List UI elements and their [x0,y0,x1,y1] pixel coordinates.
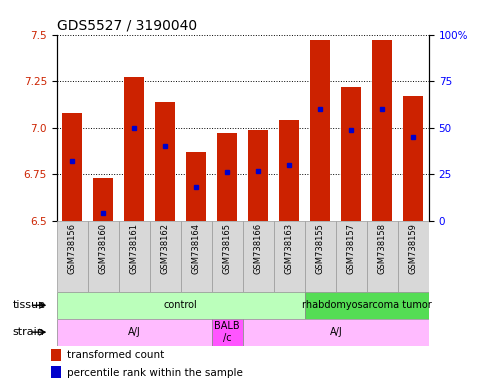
Bar [403,96,423,221]
Text: GSM738161: GSM738161 [130,223,139,274]
Bar [186,152,207,221]
Bar [212,319,243,346]
Bar [336,221,367,292]
Text: BALB
/c: BALB /c [214,321,240,343]
Bar [217,133,237,221]
Bar [181,221,212,292]
Bar [243,221,274,292]
Bar [310,40,330,221]
Text: percentile rank within the sample: percentile rank within the sample [67,367,243,377]
Bar [212,221,243,292]
Bar [150,221,181,292]
Text: GSM738165: GSM738165 [223,223,232,274]
Text: tissue: tissue [12,300,45,310]
Bar [51,349,61,361]
Bar [57,221,88,292]
Bar [248,129,268,221]
Text: strain: strain [12,327,44,337]
Bar [279,120,299,221]
Text: control: control [164,300,198,310]
Bar [88,221,119,292]
Bar [57,319,212,346]
Bar [305,292,429,319]
Text: GSM738160: GSM738160 [99,223,108,274]
Text: GSM738166: GSM738166 [254,223,263,274]
Text: GSM738164: GSM738164 [192,223,201,274]
Text: GSM738163: GSM738163 [285,223,294,274]
Text: GSM738159: GSM738159 [409,223,418,274]
Text: rhabdomyosarcoma tumor: rhabdomyosarcoma tumor [302,300,432,310]
Bar [93,178,113,221]
Text: GDS5527 / 3190040: GDS5527 / 3190040 [57,18,197,32]
Text: A/J: A/J [329,327,342,337]
Bar [305,221,336,292]
Bar [243,319,429,346]
Bar [372,40,392,221]
Text: GSM738156: GSM738156 [68,223,77,274]
Text: GSM738158: GSM738158 [378,223,387,274]
Bar [57,292,305,319]
Bar [155,102,176,221]
Text: GSM738162: GSM738162 [161,223,170,274]
Text: A/J: A/J [128,327,141,337]
Bar [119,221,150,292]
Text: GSM738155: GSM738155 [316,223,325,274]
Bar [124,78,144,221]
Bar [51,366,61,379]
Text: GSM738157: GSM738157 [347,223,356,274]
Text: transformed count: transformed count [67,350,164,360]
Bar [398,221,429,292]
Bar [274,221,305,292]
Bar [62,113,82,221]
Bar [367,221,398,292]
Bar [341,87,361,221]
